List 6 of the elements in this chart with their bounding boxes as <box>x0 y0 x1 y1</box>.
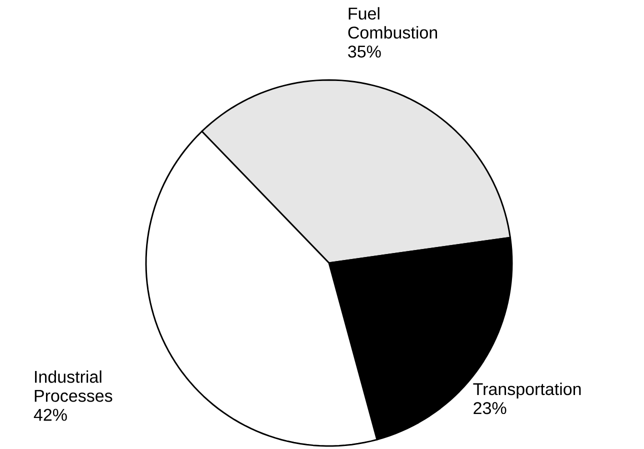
data-label: 35% <box>348 46 381 58</box>
slice-label: Transportation <box>473 382 581 398</box>
data-label: 23% <box>474 402 506 414</box>
data-label: 42% <box>34 408 67 421</box>
slice-label: Industrial Processes <box>34 370 112 402</box>
slice-label: Fuel Combustion <box>348 7 438 39</box>
